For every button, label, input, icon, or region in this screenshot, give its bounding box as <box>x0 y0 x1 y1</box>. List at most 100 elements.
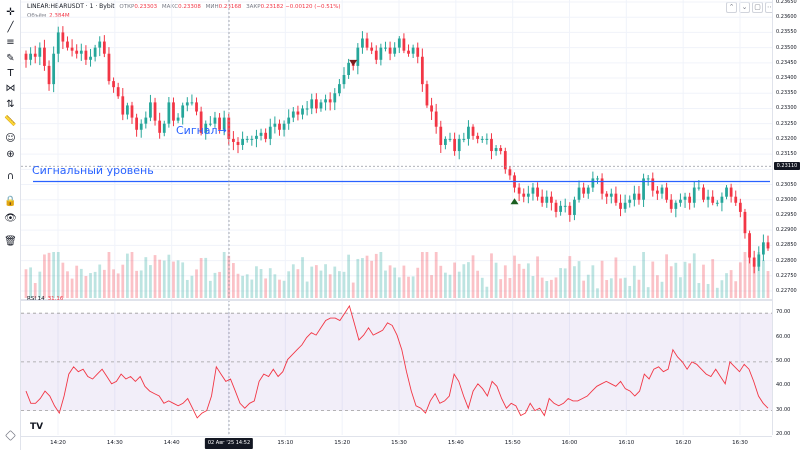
price-tick-label: 0.23450 <box>776 59 797 66</box>
candle <box>190 102 194 104</box>
volume-bar <box>342 271 346 298</box>
price-tick-label: 0.23050 <box>776 181 797 188</box>
volume-bar <box>139 270 143 298</box>
candle <box>402 38 406 51</box>
volume-bar <box>623 277 627 298</box>
time-axis[interactable]: 14:2014:3014:4015:0015:1015:2015:3015:40… <box>21 436 772 450</box>
rsi-tick-label: 20.00 <box>776 431 791 437</box>
volume-bar <box>614 257 618 298</box>
volume-bar <box>301 257 304 298</box>
trash-icon[interactable]: 🗑 <box>4 235 17 247</box>
volume-bar <box>734 281 738 298</box>
volume-bar <box>494 262 498 298</box>
eye-icon[interactable]: 👁 <box>4 212 17 224</box>
volume-bar <box>526 263 530 298</box>
candle <box>596 178 599 180</box>
candle <box>679 199 682 203</box>
candle <box>268 126 272 139</box>
price-tick-label: 0.23600 <box>776 14 797 21</box>
candle <box>181 105 185 118</box>
volume-bar <box>208 280 212 298</box>
time-tick-label: 15:30 <box>391 440 407 446</box>
candle <box>43 47 46 66</box>
volume-bar <box>287 271 291 298</box>
price-tick-label: 0.22850 <box>776 242 797 249</box>
candle <box>89 56 92 60</box>
price-tick-label: 0.23300 <box>776 105 797 112</box>
volume-bar <box>116 273 120 298</box>
prediction-icon[interactable]: ⇅ <box>6 98 15 110</box>
volume-bar <box>70 278 74 298</box>
volume-bar <box>264 278 268 298</box>
candle <box>734 196 738 203</box>
magnet-icon[interactable]: ∩ <box>6 170 15 182</box>
ruler-icon[interactable]: 📏 <box>4 115 17 127</box>
low-value: 0.23168 <box>218 4 242 10</box>
trend-line-icon[interactable]: ╱ <box>7 21 14 33</box>
volume-bar <box>268 268 272 298</box>
price-tick-label: 0.23400 <box>776 75 797 82</box>
candle <box>439 126 443 145</box>
signal-annotation[interactable]: Сигнал→ <box>176 124 227 137</box>
price-axis[interactable]: 0.23650 0.23600 0.23550 0.23500 0.23450 0.234… <box>772 0 800 300</box>
volume-bar <box>232 263 235 298</box>
candle <box>282 123 286 130</box>
buy-marker <box>510 198 519 205</box>
brush-icon[interactable]: ✎ <box>6 52 15 64</box>
volume-bar <box>430 275 433 298</box>
candle <box>545 196 549 203</box>
tradingview-logo[interactable]: TV <box>30 422 44 432</box>
volume-bar <box>356 258 360 298</box>
candle <box>236 141 240 145</box>
signal-annotation-text: Сигнал <box>176 124 218 137</box>
candle <box>407 50 410 54</box>
candle <box>522 193 526 197</box>
pane-divider[interactable] <box>21 299 772 301</box>
candle <box>342 75 346 85</box>
volume-bar <box>126 253 129 298</box>
candle <box>485 138 489 140</box>
volume-bar <box>204 257 208 298</box>
candle <box>56 32 60 54</box>
candle <box>291 111 295 118</box>
signal-level-annotation[interactable]: Сигнальный уровень <box>32 164 154 177</box>
volume-bar <box>121 264 125 298</box>
fib-icon[interactable]: ≡ <box>6 36 15 48</box>
candle <box>683 196 687 200</box>
candle <box>508 169 512 176</box>
volume-bar <box>24 269 28 298</box>
volume-bar <box>591 265 595 298</box>
volume-bar <box>545 281 549 298</box>
time-tick-label: 15:40 <box>447 440 464 446</box>
high-label: МАКС <box>161 4 179 10</box>
lock-icon[interactable]: 🔒 <box>4 195 17 207</box>
volume-bar <box>522 268 526 298</box>
rsi-axis[interactable]: 70.00 60.00 50.00 40.00 30.00 20.00 <box>772 300 800 437</box>
candle <box>614 193 618 203</box>
text-icon[interactable]: T <box>7 67 14 79</box>
candle <box>176 117 180 121</box>
volume-bar <box>476 270 480 298</box>
volume-bar <box>715 287 719 298</box>
volume-label: Объём <box>27 13 47 19</box>
zoom-icon[interactable]: ⊕ <box>6 148 15 160</box>
candle <box>503 151 507 170</box>
time-tick-label: 16:10 <box>618 440 635 446</box>
volume-bar <box>462 264 466 298</box>
volume-bar <box>282 280 286 298</box>
emoji-icon[interactable]: ☺ <box>5 132 16 144</box>
crosshair-icon[interactable]: ✛ <box>6 6 15 18</box>
volume-bar <box>176 260 180 298</box>
volume-bar <box>568 256 572 298</box>
candle <box>526 193 530 197</box>
candle <box>162 123 166 133</box>
candle <box>711 196 715 203</box>
volume-bar <box>757 252 761 298</box>
symbol-title[interactable]: LINEAR:HBARUSDT · 1 · Bybit <box>27 3 115 10</box>
candle <box>688 196 692 203</box>
candle <box>126 105 129 115</box>
volume-bar <box>725 273 728 298</box>
pattern-icon[interactable]: ⋈ <box>5 82 16 94</box>
volume-bar <box>222 252 226 298</box>
